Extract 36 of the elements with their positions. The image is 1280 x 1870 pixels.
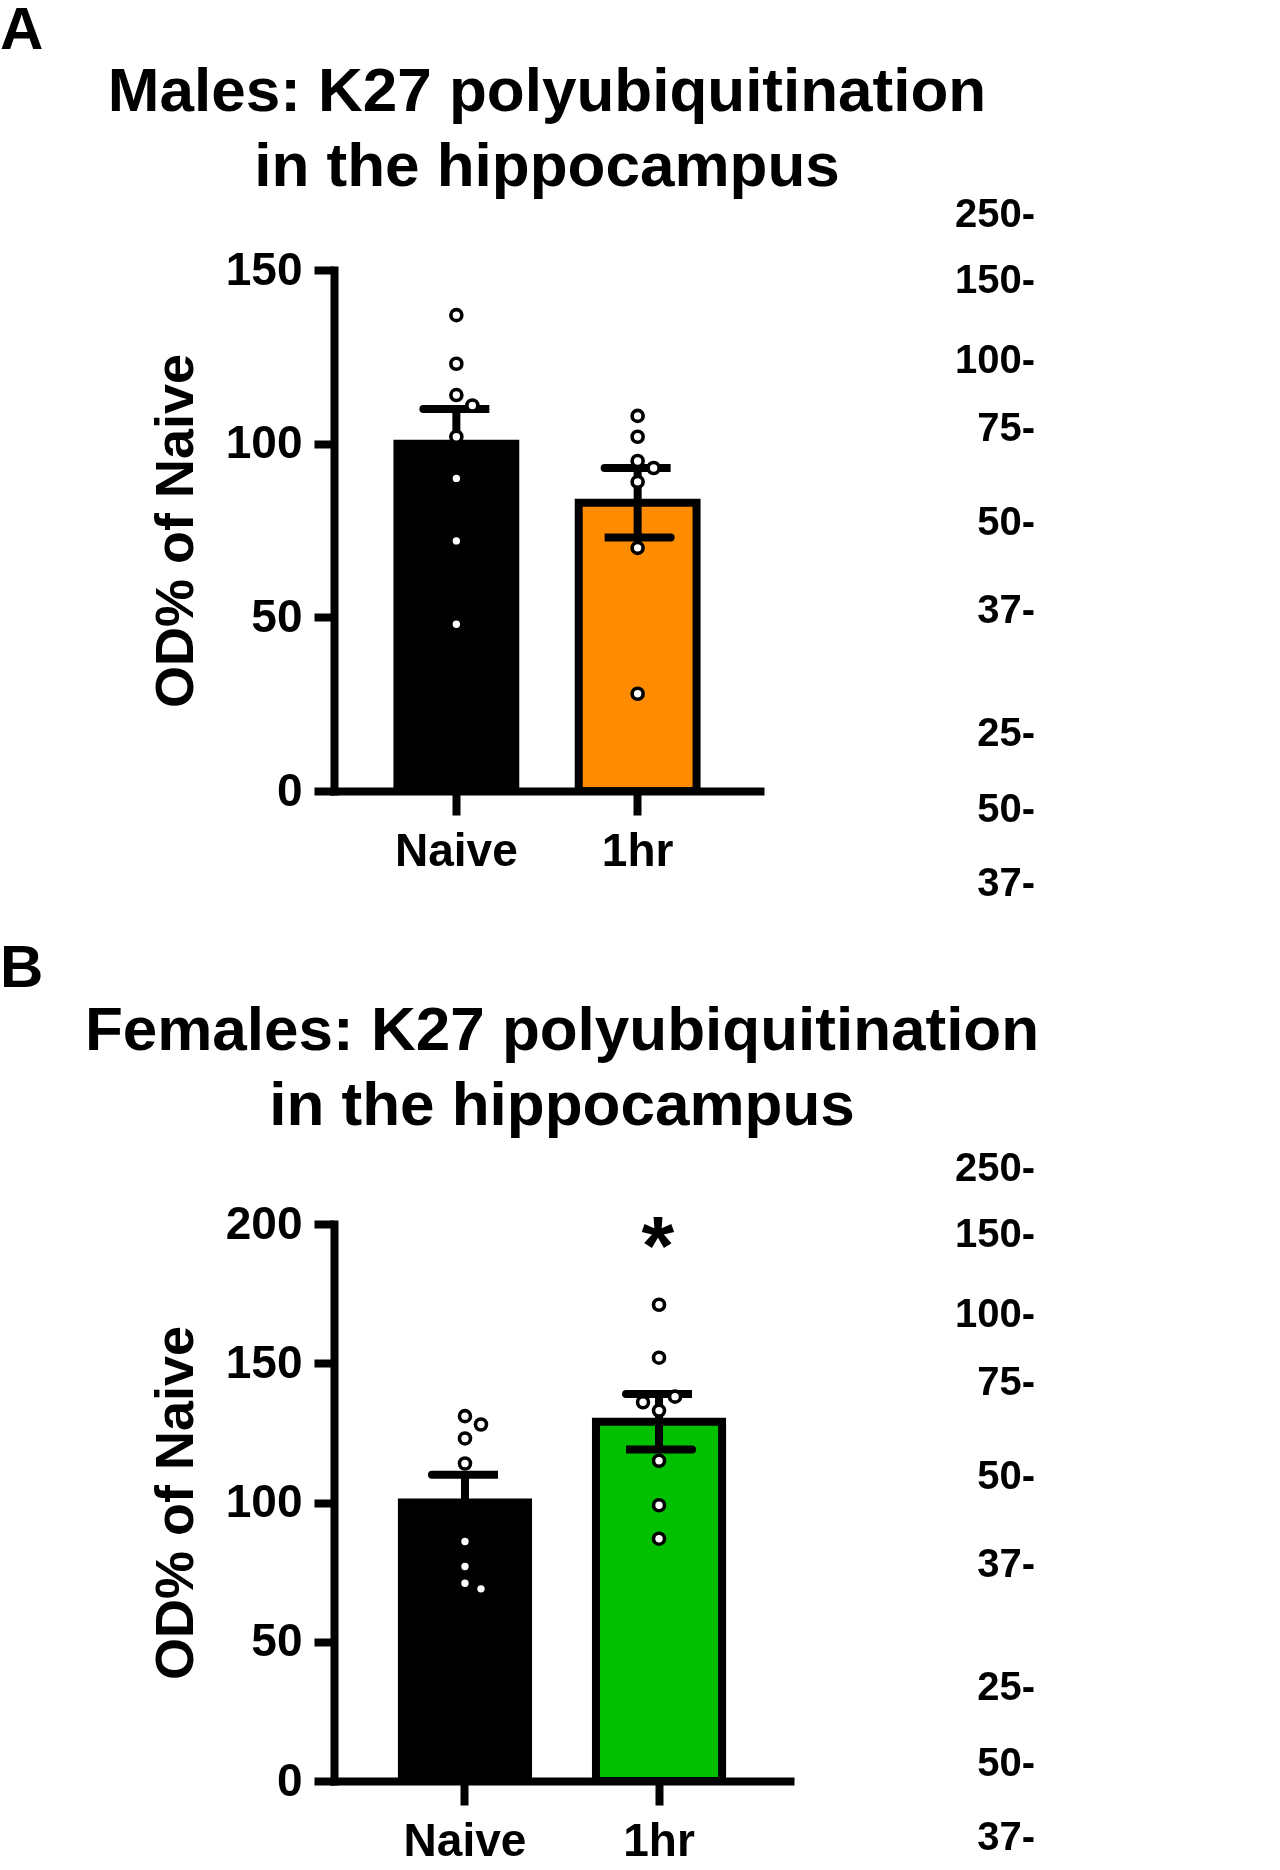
x-tick-label: 1hr [623,1813,695,1866]
text: 100- [954,337,1035,382]
text: 150- [954,1211,1035,1256]
chart-title: Females: K27 polyubiquitination in the hippocampus [84,994,1040,1139]
text: A [0,0,44,62]
y-tick-label: 50 [251,589,303,642]
text: 37- [977,860,1035,905]
text: 50- [977,785,1035,830]
text: 37- [977,587,1035,632]
text: 25- [977,710,1035,755]
text: 150- [954,257,1035,302]
text: 25- [977,1664,1035,1709]
text: 250- [954,1144,1035,1189]
text: 75- [977,405,1035,450]
y-axis-title: OD% of Naive [143,353,204,709]
text: 50- [977,1739,1035,1784]
x-tick-label: 1hr [601,823,674,876]
y-tick-label: 200 [225,1196,303,1249]
y-tick-label: 100 [225,416,303,469]
y-tick-label: 50 [251,1614,303,1667]
y-tick-label: 100 [225,1475,303,1527]
text: 50- [977,1453,1035,1498]
text: 37- [977,1541,1035,1586]
text: 100- [954,1291,1035,1336]
y-tick-label: 0 [276,1753,303,1806]
y-tick-label: 150 [225,242,303,295]
annotation: * [641,1199,675,1294]
x-tick-label: Naive [394,823,518,876]
text: B [0,933,44,1001]
y-axis-title: OD% of Naive [143,1325,204,1681]
y-tick-label: 0 [276,763,303,816]
text: 50- [977,499,1035,544]
y-tick-label: 150 [225,1335,303,1388]
x-tick-label: Naive [403,1813,527,1866]
text: 37- [977,1814,1035,1859]
text: 75- [977,1359,1035,1404]
